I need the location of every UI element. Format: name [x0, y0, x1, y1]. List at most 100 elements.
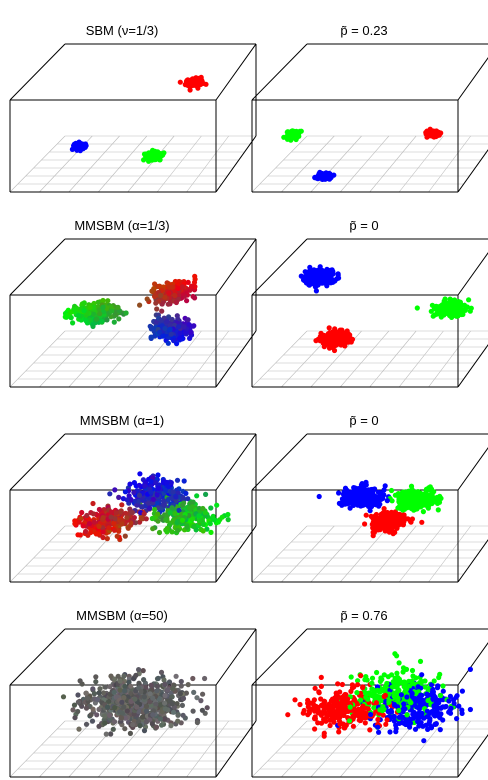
- data-point: [369, 675, 376, 681]
- data-point: [83, 528, 89, 535]
- data-point: [148, 478, 154, 485]
- data-point: [180, 495, 186, 501]
- data-point: [377, 490, 383, 496]
- chart-title: p̃ = 0.23: [340, 23, 387, 38]
- chart-title-text: =1): [145, 413, 164, 428]
- data-point: [393, 523, 399, 529]
- data-point: [101, 713, 108, 719]
- data-point: [214, 502, 220, 508]
- data-point: [160, 333, 166, 339]
- data-point: [154, 688, 160, 694]
- data-point: [141, 728, 148, 734]
- data-point: [90, 500, 96, 507]
- box-edge: [251, 628, 308, 686]
- floor-grid-line: [156, 720, 202, 778]
- data-point: [122, 533, 128, 539]
- data-point: [75, 313, 81, 319]
- data-point: [87, 304, 93, 310]
- data-point: [335, 337, 341, 343]
- floor-grid: [251, 720, 488, 778]
- data-point: [348, 674, 354, 680]
- data-point: [124, 708, 130, 714]
- data-point: [108, 673, 114, 679]
- scatter-points: [281, 126, 444, 182]
- chart-title-text: =1/3): [140, 218, 170, 233]
- data-point: [83, 705, 90, 711]
- data-point: [197, 518, 203, 524]
- floor-grid-line: [340, 525, 390, 583]
- data-point: [179, 702, 185, 709]
- chart-title-value: = 0: [357, 413, 379, 428]
- data-point: [91, 691, 97, 697]
- floor-grid-line: [156, 330, 202, 388]
- data-point: [128, 683, 134, 689]
- floor-grid-line: [398, 135, 444, 193]
- chart-title-value: = 0.23: [348, 23, 388, 38]
- data-point: [169, 529, 175, 535]
- data-point: [144, 296, 150, 302]
- data-point: [168, 480, 174, 486]
- data-point: [174, 477, 181, 483]
- box-edge: [215, 238, 257, 296]
- data-point: [148, 489, 154, 495]
- scatter-points: [62, 273, 198, 347]
- data-point: [71, 702, 78, 708]
- data-point: [421, 738, 427, 744]
- data-point: [420, 509, 426, 515]
- data-point: [404, 492, 410, 498]
- data-point: [419, 500, 425, 506]
- data-point: [395, 505, 401, 511]
- data-point: [169, 284, 175, 290]
- data-point: [381, 487, 387, 493]
- data-point: [94, 712, 100, 718]
- data-point: [96, 523, 102, 530]
- data-point: [122, 489, 128, 495]
- data-point: [88, 712, 94, 718]
- data-point: [188, 82, 194, 88]
- data-point: [177, 79, 183, 85]
- data-point: [148, 334, 154, 340]
- box-edge: [457, 344, 488, 388]
- data-point: [150, 695, 156, 701]
- data-point: [158, 317, 164, 323]
- data-point: [115, 304, 121, 310]
- data-point: [162, 692, 168, 699]
- data-point: [150, 712, 156, 718]
- data-point: [117, 687, 123, 693]
- data-point: [317, 338, 323, 344]
- data-point: [456, 703, 462, 709]
- data-point: [143, 719, 150, 725]
- data-point: [335, 271, 341, 277]
- data-point: [133, 672, 139, 678]
- data-point: [175, 285, 181, 291]
- data-point: [93, 674, 99, 680]
- data-point: [189, 283, 195, 289]
- floor-grid-line: [251, 135, 308, 193]
- data-point: [136, 482, 142, 488]
- data-point: [184, 81, 190, 87]
- data-point: [121, 673, 127, 679]
- floor-grid-line: [186, 720, 229, 778]
- data-point: [83, 690, 89, 696]
- floor-grid-line: [310, 525, 362, 583]
- box-edge: [251, 43, 308, 101]
- data-point: [467, 666, 473, 673]
- data-point: [433, 721, 439, 727]
- data-point: [373, 499, 379, 505]
- data-point: [413, 499, 419, 505]
- chart-title-symbol: p̃: [349, 413, 356, 428]
- box-edge: [215, 628, 257, 686]
- scatter-points: [60, 667, 210, 737]
- data-point: [225, 511, 231, 518]
- data-point: [123, 510, 129, 516]
- data-point: [167, 326, 173, 332]
- data-point: [435, 507, 441, 513]
- data-point: [382, 523, 388, 530]
- data-point: [328, 280, 334, 286]
- data-point: [203, 81, 209, 87]
- data-point: [417, 658, 424, 665]
- data-point: [319, 176, 326, 182]
- data-point: [143, 703, 150, 710]
- chart-title-symbol: p̃: [349, 218, 356, 233]
- data-point: [100, 690, 107, 696]
